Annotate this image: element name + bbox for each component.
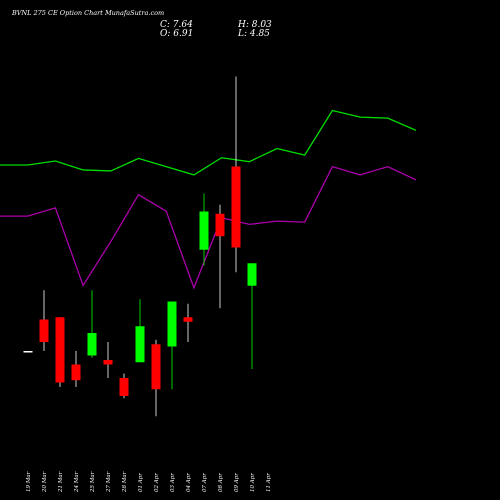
candle-body [103, 360, 113, 365]
high-price: H: 8.03 [238, 20, 272, 30]
low-price: L: 4.85 [238, 29, 270, 39]
x-axis-label: 11 Apr [266, 473, 272, 492]
x-axis-label: 08 Apr [218, 473, 224, 492]
x-axis-label: 21 Mar [58, 471, 64, 493]
x-axis-label: 19 Mar [26, 471, 32, 492]
x-axis-label: 24 Mar [74, 471, 80, 493]
candle-body [135, 326, 145, 363]
lower-indicator-line [0, 165, 417, 290]
candle-body [247, 263, 257, 286]
candle-body [71, 364, 81, 381]
upper-indicator-line [0, 109, 417, 176]
x-axis-label: 02 Apr [154, 473, 160, 492]
x-axis-label: 10 Apr [250, 473, 256, 492]
candle-body [55, 317, 65, 383]
x-axis-label: 20 Mar [42, 471, 48, 493]
candle-body [231, 166, 241, 248]
candle-body [151, 344, 161, 390]
x-axis-label: 01 Apr [138, 473, 144, 492]
candle-body [199, 211, 209, 250]
x-axis-label: 27 Mar [106, 471, 112, 493]
candle-body [183, 317, 193, 322]
candle-body [23, 351, 33, 353]
close-price: C: 7.64 [160, 20, 193, 30]
x-axis-label: 07 Apr [202, 473, 208, 492]
x-axis-label: 09 Apr [234, 473, 240, 492]
candle-body [119, 378, 129, 396]
open-price: O: 6.91 [160, 29, 194, 39]
x-axis-label: 04 Apr [186, 473, 192, 492]
x-axis-label: 03 Apr [170, 473, 176, 492]
candle-body [87, 333, 97, 356]
candle-body [167, 301, 177, 347]
x-axis-label: 28 Mar [122, 471, 128, 493]
candle-body [215, 213, 225, 237]
x-axis-label: 25 Mar [90, 471, 96, 493]
candle-body [39, 319, 49, 342]
chart-title: BVNL 275 CE Option Chart MunafaSutra.com [12, 9, 165, 17]
